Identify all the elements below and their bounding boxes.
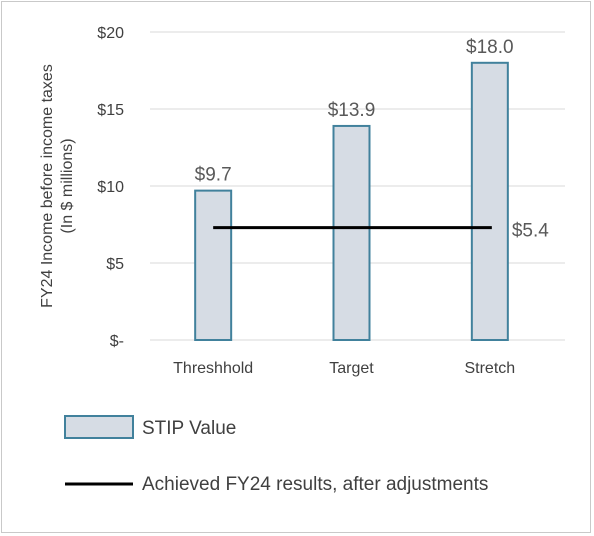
bar-data-label: $9.7 (195, 165, 232, 186)
bar-data-labels: $9.7 $13.9 $18.0 (195, 37, 514, 186)
y-axis-label-line: FY24 Income before income taxes (39, 64, 56, 308)
bar-stip-stretch (470, 61, 509, 342)
y-axis-ticks: $- $5 $10 $15 $20 (97, 25, 124, 350)
legend-label-stip: STIP Value (142, 418, 236, 439)
legend: STIP Value Achieved FY24 results, after a… (64, 415, 488, 495)
y-tick-label: $10 (97, 179, 124, 196)
y-axis-title: FY24 Income before income taxes (In $ mil… (39, 64, 76, 308)
bars (194, 61, 509, 342)
x-axis-ticks: Threshhold Target Stretch (173, 360, 515, 377)
y-tick-label: $15 (97, 102, 124, 119)
achieved-line-group: $5.4 (213, 221, 549, 242)
x-category-label: Target (329, 360, 374, 377)
bar-data-label: $18.0 (466, 37, 514, 58)
y-axis-label: FY24 Income before income taxes (In $ mil… (39, 64, 76, 308)
legend-swatch-stip (64, 415, 134, 439)
y-tick-label: $- (110, 333, 124, 350)
achieved-line-label: $5.4 (512, 221, 549, 242)
legend-label-achieved: Achieved FY24 results, after adjustments (142, 474, 488, 495)
y-tick-label: $20 (97, 25, 124, 42)
x-category-label: Threshhold (173, 360, 253, 377)
bar-stip-target (332, 124, 371, 341)
x-category-label: Stretch (464, 360, 515, 377)
bar-stip-threshhold (194, 189, 233, 341)
bar-data-label: $13.9 (328, 100, 376, 121)
y-tick-label: $5 (106, 256, 124, 273)
y-axis-label-line: (In $ millions) (59, 138, 76, 233)
